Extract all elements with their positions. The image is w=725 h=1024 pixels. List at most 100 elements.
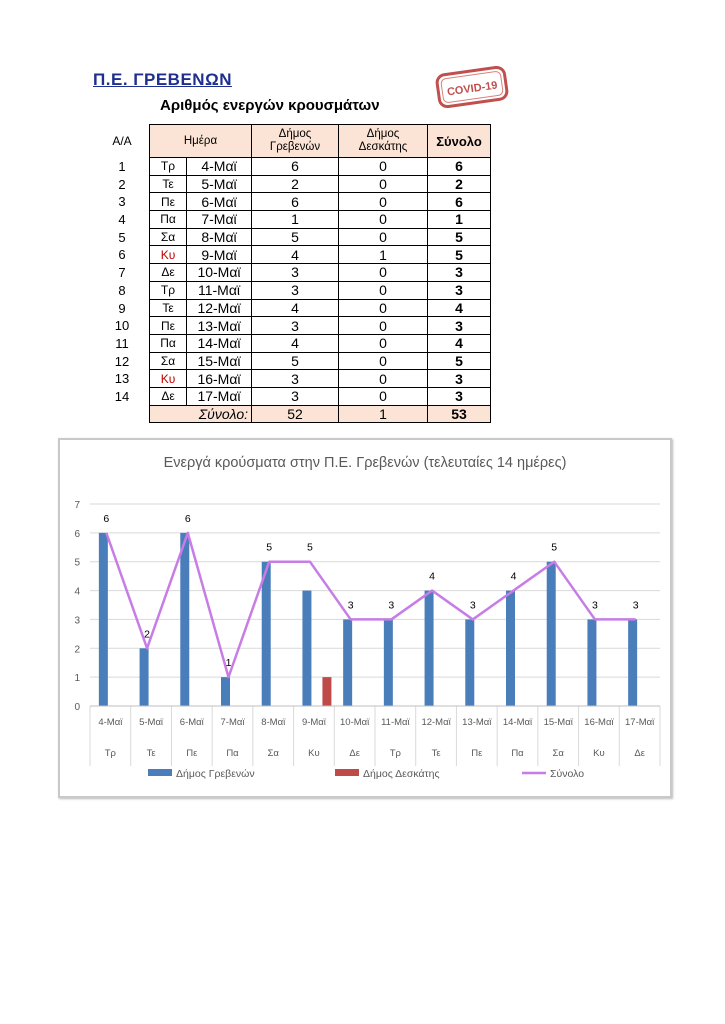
deskati-cell: 0 [338, 369, 428, 388]
x-tick-label: 4-Μαϊ [98, 717, 123, 728]
x-day-label: Δε [634, 748, 645, 759]
data-label: 1 [226, 657, 232, 669]
y-tick-label: 0 [74, 702, 80, 713]
table-row: Πε 13-Μαϊ 3 0 3 [149, 316, 491, 335]
total-cell: 6 [427, 192, 491, 212]
day-cell: Κυ [149, 245, 187, 265]
table-row: Δε 10-Μαϊ 3 0 3 [149, 263, 491, 282]
header-grevena-line2: Γρεβενών [269, 141, 321, 153]
x-day-label: Δε [349, 748, 360, 759]
date-cell: 8-Μαϊ [186, 227, 252, 247]
data-label: 5 [307, 542, 313, 554]
y-tick-label: 6 [74, 529, 80, 540]
aa-number: 1 [118, 159, 126, 174]
table-row: Τε 5-Μαϊ 2 0 2 [149, 174, 491, 194]
table-row: Πα 14-Μαϊ 4 0 4 [149, 333, 491, 353]
day-cell: Πε [149, 192, 187, 212]
table-header-row: Ημέρα Δήμος Γρεβενών Δήμος Δεσκάτης Σύνολο [149, 124, 491, 158]
x-day-label: Σα [553, 748, 565, 759]
aa-number: 9 [118, 300, 126, 316]
deskati-cell: 0 [338, 157, 428, 176]
x-tick-label: 12-Μαϊ [421, 717, 451, 728]
x-day-label: Τρ [390, 748, 402, 759]
bar-grevena [261, 561, 271, 706]
date-cell: 16-Μαϊ [186, 369, 252, 388]
table-row: Κυ 9-Μαϊ 4 1 5 [149, 245, 491, 265]
x-tick-label: 5-Μαϊ [139, 717, 164, 728]
aa-number: 8 [118, 282, 126, 298]
bar-grevena [465, 619, 475, 706]
bar-grevena [587, 619, 597, 706]
day-cell: Πα [149, 210, 187, 229]
covid-19-stamp: COVID-19 [435, 65, 509, 109]
data-label: 6 [185, 513, 191, 525]
y-tick-label: 2 [74, 644, 80, 655]
x-day-label: Πε [471, 748, 483, 759]
deskati-cell: 0 [338, 227, 428, 247]
header-grevena-line1: Δήμος [278, 128, 312, 140]
sum-row: Σύνολο: 52 1 53 [149, 404, 491, 424]
total-cell: 3 [427, 386, 491, 406]
x-day-label: Πε [186, 748, 198, 759]
aa-number: 2 [118, 176, 126, 192]
table-title: Αριθμός ενεργών κρουσμάτων [160, 97, 380, 114]
day-cell: Τε [149, 174, 187, 194]
grevena-cell: 4 [251, 245, 339, 265]
table-row: Σα 8-Μαϊ 5 0 5 [149, 227, 491, 247]
legend-label: Σύνολο [550, 768, 584, 780]
aa-number: 13 [114, 371, 130, 387]
date-cell: 13-Μαϊ [186, 316, 252, 335]
sum-label: Σύνολο: [149, 404, 252, 424]
y-tick-label: 4 [74, 587, 80, 598]
total-cell: 3 [427, 280, 491, 300]
data-label: 3 [592, 599, 598, 611]
x-tick-label: 10-Μαϊ [340, 717, 370, 728]
sum-total: 53 [427, 404, 491, 424]
day-cell: Δε [149, 386, 187, 406]
table-row: Πα 7-Μαϊ 1 0 1 [149, 210, 491, 229]
x-day-label: Τε [432, 748, 442, 759]
date-cell: 14-Μαϊ [186, 333, 252, 353]
aa-number: 11 [115, 335, 129, 351]
sum-grevena: 52 [251, 404, 339, 424]
grevena-cell: 4 [251, 333, 339, 353]
deskati-cell: 0 [338, 280, 428, 300]
deskati-cell: 0 [338, 192, 428, 212]
total-cell: 2 [427, 174, 491, 194]
chart-container: Ενεργά κρούσματα στην Π.Ε. Γρεβενών (τελ… [58, 438, 672, 798]
x-day-label: Τρ [105, 748, 117, 759]
x-tick-label: 6-Μαϊ [180, 717, 205, 728]
deskati-cell: 0 [338, 316, 428, 335]
table-row: Τε 12-Μαϊ 4 0 4 [149, 298, 491, 318]
x-day-label: Σα [268, 748, 280, 759]
svg-text:COVID-19: COVID-19 [446, 80, 498, 99]
x-tick-label: 13-Μαϊ [462, 717, 492, 728]
total-cell: 5 [427, 227, 491, 247]
x-day-label: Κυ [308, 748, 320, 759]
table-row: Τρ 4-Μαϊ 6 0 6 [149, 157, 491, 176]
deskati-cell: 0 [338, 174, 428, 194]
y-tick-label: 5 [74, 558, 80, 569]
x-day-label: Κυ [593, 748, 605, 759]
deskati-cell: 0 [338, 263, 428, 282]
region-title: Π.Ε. ΓΡΕΒΕΝΩΝ [93, 70, 232, 89]
aa-number: 3 [118, 194, 126, 210]
legend-label: Δήμος Δεσκάτης [363, 768, 440, 780]
data-label: 6 [103, 513, 109, 525]
total-line [105, 531, 636, 679]
x-tick-label: 14-Μαϊ [503, 717, 533, 728]
total-cell: 6 [427, 157, 491, 176]
data-label: 3 [388, 599, 394, 611]
bar-grevena [98, 532, 108, 706]
total-cell: 3 [427, 316, 491, 335]
grevena-cell: 3 [251, 263, 339, 282]
total-cell: 5 [427, 351, 491, 371]
day-cell: Πε [149, 316, 187, 335]
date-cell: 12-Μαϊ [186, 298, 252, 318]
grevena-cell: 3 [251, 280, 339, 300]
grevena-cell: 3 [251, 369, 339, 388]
x-day-label: Πα [226, 748, 239, 759]
table-row: Δε 17-Μαϊ 3 0 3 [149, 386, 491, 406]
date-cell: 4-Μαϊ [186, 157, 252, 176]
deskati-cell: 0 [338, 298, 428, 318]
